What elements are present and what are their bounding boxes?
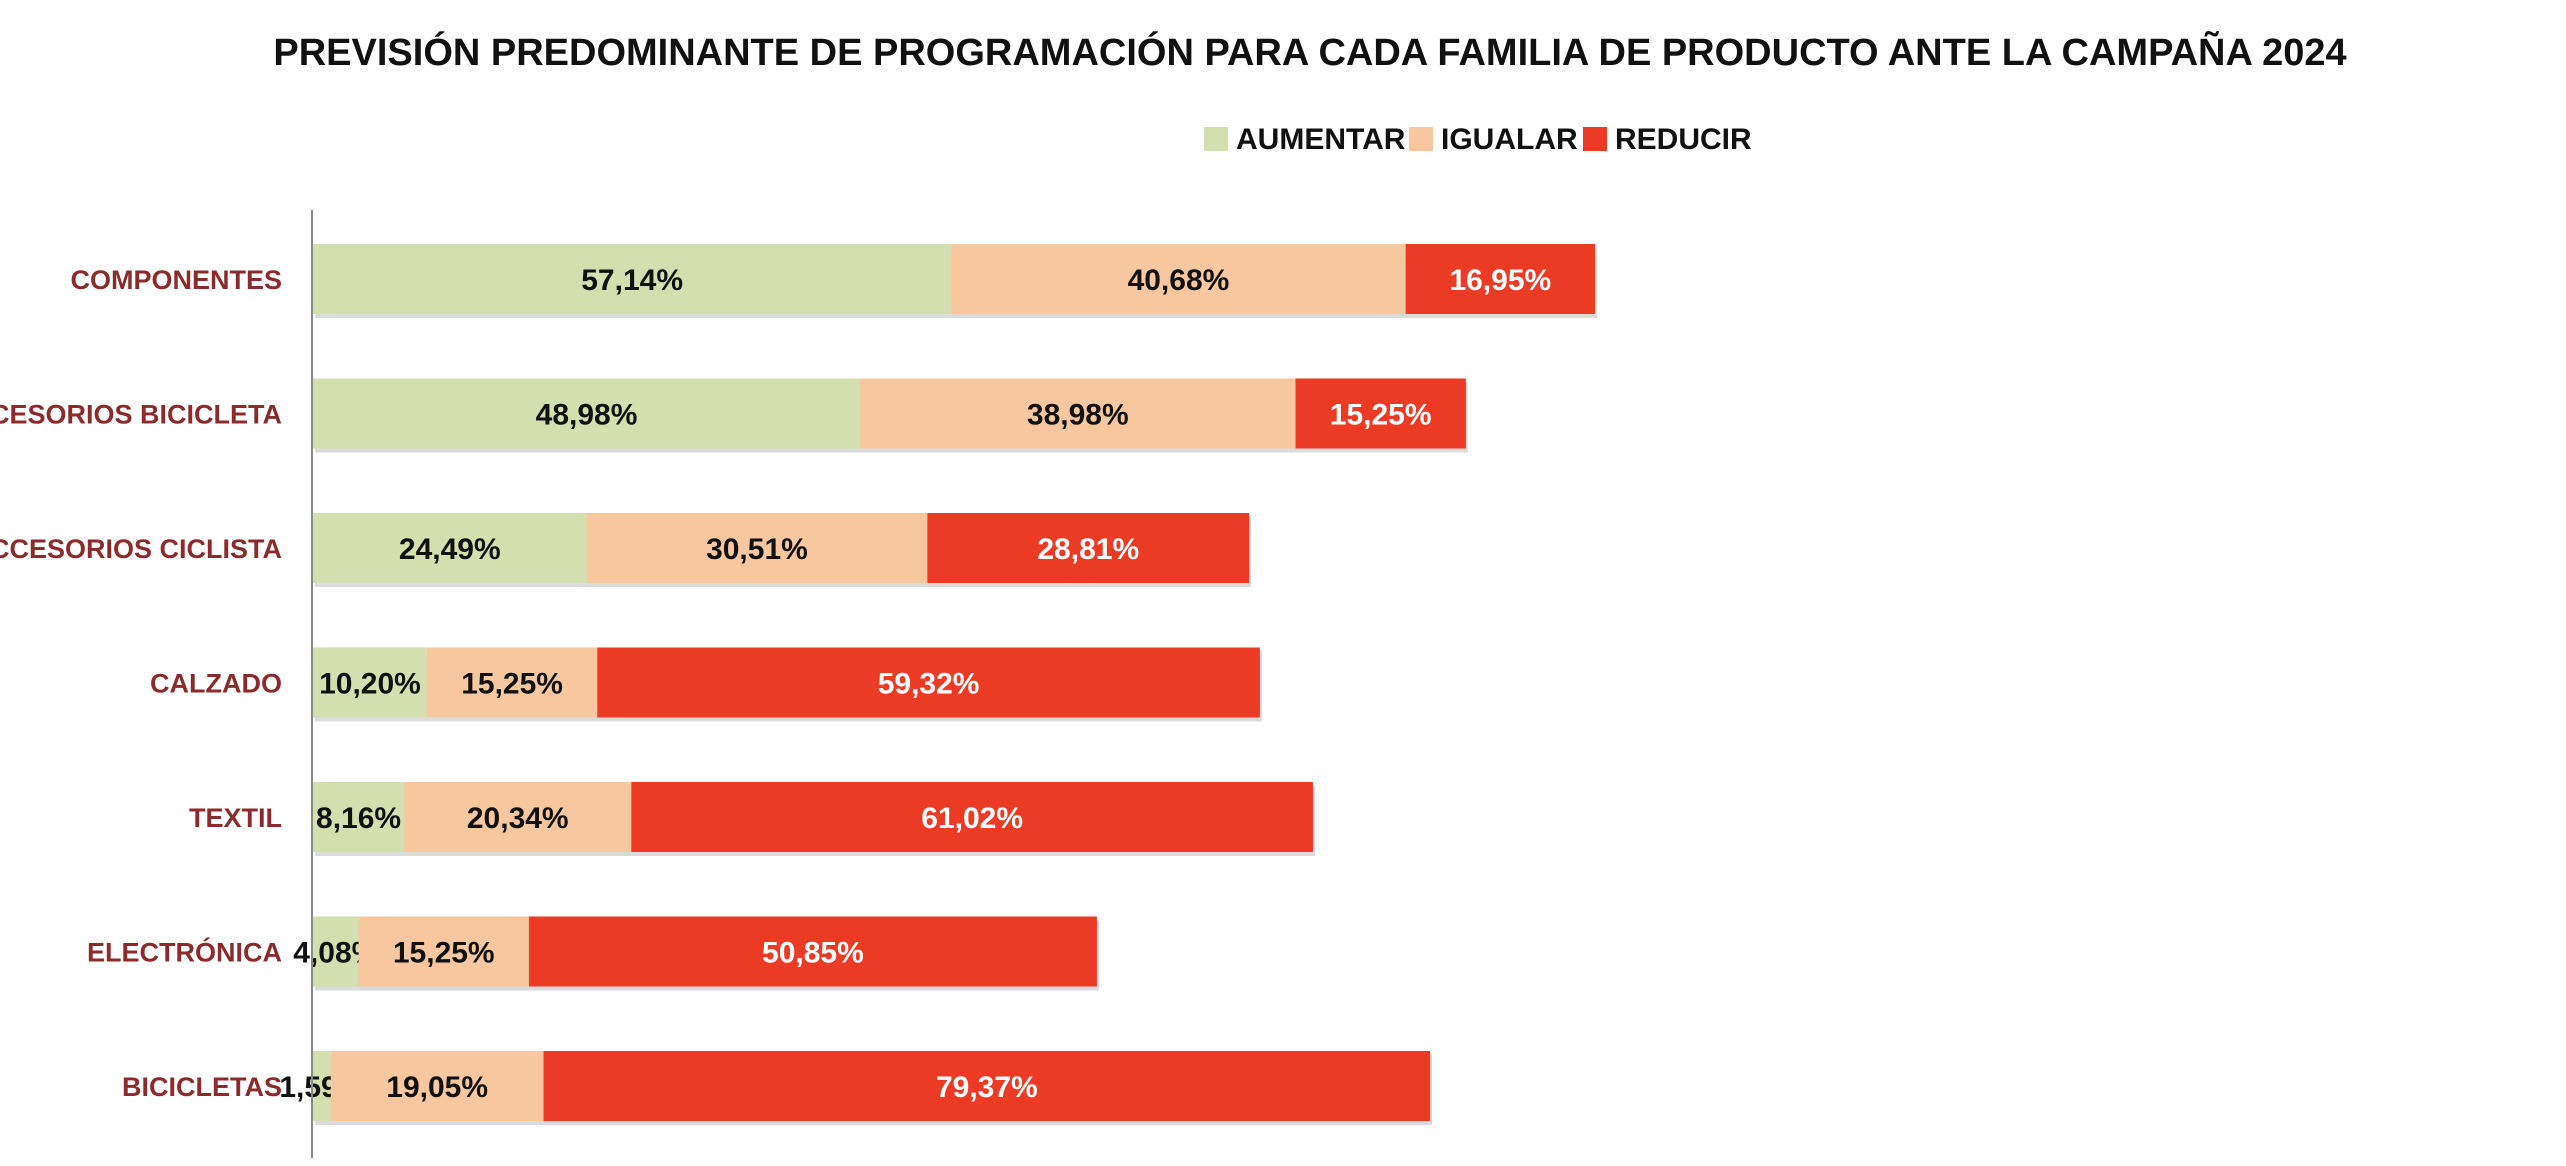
data-label-igualar-accesorios-bicicleta: 38,98% <box>1027 399 1129 432</box>
data-label-aumentar-componentes: 57,14% <box>581 264 683 297</box>
bar-reducir-bicicletas <box>543 1051 1431 1121</box>
legend-swatch-igualar <box>1409 127 1433 151</box>
bar-reducir-componentes <box>1405 244 1595 314</box>
data-label-igualar-accesorios-ciclista: 30,51% <box>706 533 808 566</box>
bar-aumentar-electronica <box>313 916 359 987</box>
legend-swatch-reducir <box>1583 127 1607 151</box>
bar-area: 57,14% 40,68% 16,95% 48,98% 38,98% 15,25% 24,4… <box>279 244 1597 1125</box>
bar-row-componentes: 57,14% 40,68% 16,95% <box>313 244 1597 318</box>
legend-label-reducir: REDUCIR <box>1615 123 1752 156</box>
category-label-accesorios-ciclista: ACCESORIOS CICLISTA <box>0 534 282 564</box>
bar-aumentar-componentes <box>313 244 952 314</box>
bar-reducir-textil <box>631 782 1313 852</box>
category-label-bicicletas: BICICLETAS <box>122 1072 282 1102</box>
data-label-aumentar-calzado: 10,20% <box>319 668 421 701</box>
bar-aumentar-accesorios-ciclista <box>313 513 587 583</box>
category-label-calzado: CALZADO <box>150 669 282 699</box>
data-label-reducir-textil: 61,02% <box>921 802 1023 835</box>
bar-igualar-componentes <box>951 244 1406 314</box>
bar-aumentar-bicicletas <box>313 1051 331 1121</box>
bar-row-accesorios-bicicleta: 48,98% 38,98% 15,25% <box>313 378 1468 453</box>
bar-igualar-electronica <box>358 916 529 987</box>
bar-igualar-accesorios-ciclista <box>586 513 928 583</box>
data-label-reducir-componentes: 16,95% <box>1449 264 1551 297</box>
chart-legend: AUMENTAR IGUALAR REDUCIR <box>1204 123 1752 156</box>
data-label-aumentar-accesorios-ciclista: 24,49% <box>399 533 501 566</box>
data-label-igualar-textil: 20,34% <box>467 802 569 835</box>
bar-row-bicicletas: 1,59% 19,05% 79,37% <box>279 1051 1433 1125</box>
category-label-accesorios-bicicleta: ACCESORIOS BICICLETA <box>0 400 282 430</box>
bar-aumentar-textil <box>313 782 405 852</box>
bar-row-electronica: 4,08% 15,25% 50,85% <box>293 916 1099 991</box>
bar-aumentar-calzado <box>313 647 427 718</box>
data-label-reducir-electronica: 50,85% <box>762 937 864 970</box>
data-label-aumentar-accesorios-bicicleta: 48,98% <box>536 399 638 432</box>
legend-item-reducir: REDUCIR <box>1583 123 1752 156</box>
legend-label-aumentar: AUMENTAR <box>1236 123 1406 156</box>
category-axis-labels: COMPONENTES ACCESORIOS BICICLETA ACCESORIO… <box>0 265 282 1102</box>
bar-reducir-accesorios-ciclista <box>927 513 1250 583</box>
data-label-igualar-componentes: 40,68% <box>1128 264 1230 297</box>
bar-aumentar-accesorios-bicicleta <box>313 378 861 449</box>
data-label-igualar-bicicletas: 19,05% <box>386 1071 488 1104</box>
data-label-reducir-accesorios-bicicleta: 15,25% <box>1330 399 1432 432</box>
bar-igualar-textil <box>404 782 632 852</box>
data-label-igualar-calzado: 15,25% <box>461 668 563 701</box>
category-label-electronica: ELECTRÓNICA <box>87 937 282 968</box>
data-label-reducir-bicicletas: 79,37% <box>936 1071 1038 1104</box>
legend-label-igualar: IGUALAR <box>1441 123 1578 156</box>
bar-row-calzado: 10,20% 15,25% 59,32% <box>313 647 1262 722</box>
legend-item-aumentar: AUMENTAR <box>1204 123 1406 156</box>
chart-title: PREVISIÓN PREDOMINANTE DE PROGRAMACIÓN P… <box>273 30 2346 74</box>
category-label-textil: TEXTIL <box>189 803 282 833</box>
bar-row-accesorios-ciclista: 24,49% 30,51% 28,81% <box>313 513 1252 587</box>
bar-igualar-calzado <box>426 647 598 718</box>
data-label-reducir-accesorios-ciclista: 28,81% <box>1037 533 1139 566</box>
category-label-componentes: COMPONENTES <box>70 265 282 295</box>
data-label-aumentar-textil: 8,16% <box>316 802 401 835</box>
bar-igualar-bicicletas <box>330 1051 544 1121</box>
bar-igualar-accesorios-bicicleta <box>860 378 1296 449</box>
bar-reducir-calzado <box>597 647 1260 718</box>
data-label-igualar-electronica: 15,25% <box>393 937 495 970</box>
bar-row-textil: 8,16% 20,34% 61,02% <box>313 782 1315 856</box>
legend-swatch-aumentar <box>1204 127 1228 151</box>
bar-reducir-accesorios-bicicleta <box>1295 378 1466 449</box>
bar-reducir-electronica <box>528 916 1097 987</box>
legend-item-igualar: IGUALAR <box>1409 123 1578 156</box>
data-label-reducir-calzado: 59,32% <box>878 668 980 701</box>
